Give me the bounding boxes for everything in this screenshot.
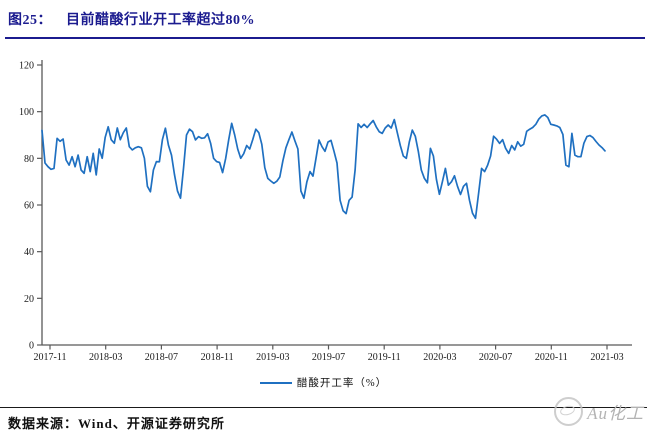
title-divider [5, 37, 645, 39]
watermark-logo-icon [554, 397, 584, 426]
y-axis-tick-label: 20 [24, 294, 34, 305]
x-axis-tick-label: 2019-11 [368, 352, 401, 363]
chart-legend: 醋酸开工率（%） [0, 375, 647, 390]
figure-title-text: 目前醋酸行业开工率超过80% [66, 13, 255, 28]
x-axis-tick-label: 2020-03 [423, 352, 456, 363]
x-axis-tick-label: 2020-07 [479, 352, 512, 363]
x-axis-tick-label: 2018-11 [201, 352, 234, 363]
y-axis-tick-label: 40 [24, 247, 34, 258]
y-axis-tick-label: 0 [29, 341, 34, 352]
series-line [41, 114, 606, 220]
x-axis-tick-label: 2018-07 [145, 352, 178, 363]
footer-divider [0, 407, 647, 408]
figure-title: 图25： 目前醋酸行业开工率超过80% [8, 9, 255, 29]
watermark: Au化工 [554, 397, 644, 426]
watermark-text: Au化工 [587, 404, 644, 423]
y-axis-tick-label: 100 [19, 107, 34, 118]
line-chart: 0 20 40 60 80 100 120 2017-11 2018-03 2018-07 2018… [19, 60, 632, 363]
x-axis-tick-label: 2021-03 [590, 352, 623, 363]
figure-number-label: 图25： [8, 13, 52, 28]
y-axis-tick-label: 120 [19, 61, 34, 72]
legend-series-label: 醋酸开工率（%） [296, 378, 388, 389]
x-axis-tick-label: 2018-03 [89, 352, 122, 363]
y-axis-tick-label: 60 [24, 201, 34, 212]
x-axis-tick-label: 2020-11 [535, 352, 568, 363]
legend-line-swatch [259, 381, 292, 384]
data-source-text: 数据来源：Wind、开源证券研究所 [8, 416, 225, 431]
x-axis-tick-label: 2019-07 [312, 352, 345, 363]
x-axis-tick-label: 2017-11 [34, 352, 67, 363]
y-axis-tick-label: 80 [24, 154, 34, 165]
x-axis-tick-label: 2019-03 [256, 352, 289, 363]
